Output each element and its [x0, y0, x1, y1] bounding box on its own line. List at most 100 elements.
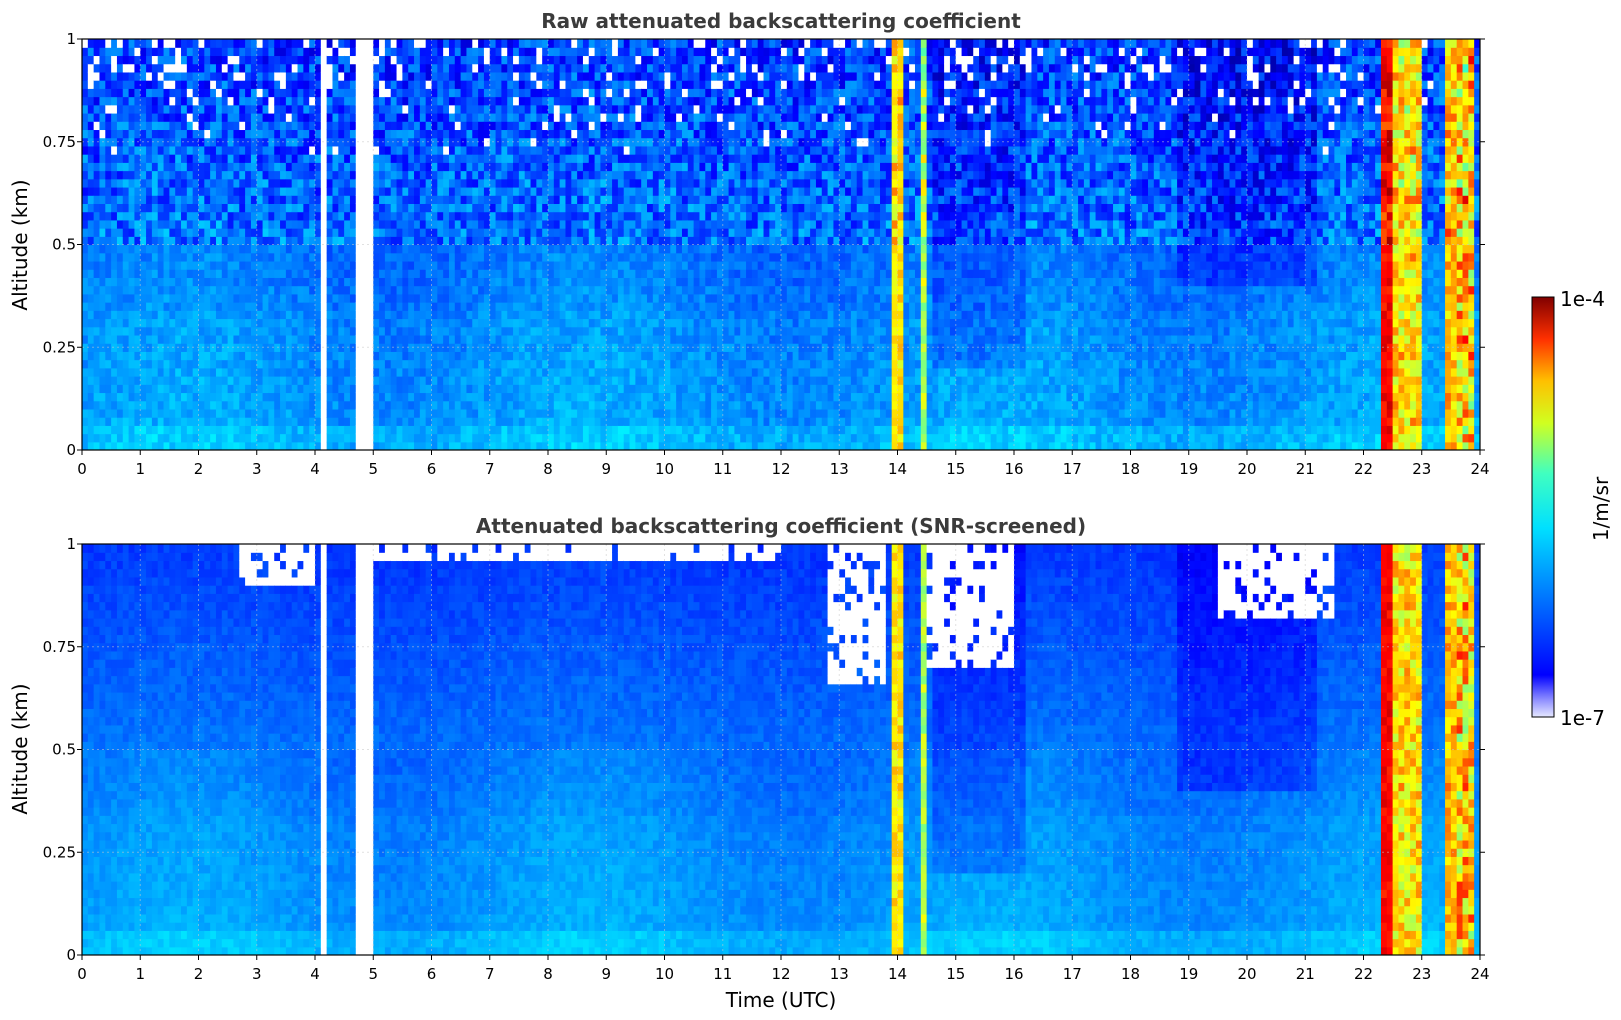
heatmap-cell [431, 285, 438, 295]
heatmap-cell [116, 408, 124, 418]
heatmap-cell [594, 104, 602, 114]
heatmap-cell [536, 376, 543, 385]
heatmap-cell [402, 80, 409, 89]
heatmap-cell [565, 269, 572, 278]
heatmap-cell [571, 112, 578, 122]
heatmap-cell [408, 39, 415, 48]
heatmap-cell [518, 39, 526, 48]
heatmap-cell [116, 211, 124, 221]
heatmap-cell [140, 55, 147, 65]
heatmap-cell [163, 359, 170, 369]
heatmap-cell [577, 228, 584, 237]
heatmap-cell [507, 425, 514, 435]
heatmap-cell [617, 211, 625, 221]
heatmap-cell [396, 178, 403, 188]
heatmap-cell [82, 145, 89, 155]
heatmap-cell [530, 236, 537, 246]
heatmap-cell [454, 417, 462, 426]
heatmap-cell [606, 441, 613, 450]
heatmap-cell [396, 104, 403, 114]
heatmap-cell [297, 343, 304, 352]
heatmap-cell [612, 326, 619, 336]
heatmap-cell [315, 310, 322, 320]
heatmap-cell [384, 162, 392, 172]
heatmap-cell [250, 195, 258, 204]
heatmap-cell [210, 162, 217, 172]
heatmap-cell [210, 104, 217, 114]
heatmap-cell [408, 441, 415, 450]
heatmap-cell [303, 178, 310, 188]
heatmap-cell [186, 162, 194, 172]
heatmap-cell [344, 252, 351, 262]
heatmap-cell [553, 162, 561, 172]
heatmap-cell [93, 154, 101, 163]
heatmap-cell [320, 96, 328, 106]
heatmap-cell [623, 47, 631, 57]
heatmap-cell [408, 104, 415, 114]
heatmap-cell [396, 186, 403, 196]
heatmap-cell [559, 236, 567, 246]
heatmap-cell [198, 425, 205, 435]
heatmap-cell [454, 260, 462, 270]
heatmap-cell [571, 384, 578, 394]
heatmap-cell [373, 63, 380, 73]
heatmap-cell [373, 162, 380, 172]
heatmap-cell [186, 318, 194, 328]
heatmap-cell [507, 260, 514, 270]
heatmap-cell [198, 186, 205, 196]
heatmap-cell [647, 400, 654, 410]
heatmap-cell [425, 71, 433, 81]
heatmap-cell [582, 63, 590, 73]
heatmap-cell [390, 47, 398, 57]
heatmap-cell [617, 129, 625, 139]
heatmap-cell [315, 178, 322, 188]
heatmap-cell [472, 302, 479, 311]
heatmap-cell [582, 392, 590, 402]
heatmap-cell [215, 104, 223, 114]
heatmap-cell [291, 63, 299, 73]
heatmap-cell [309, 392, 316, 402]
heatmap-cell [210, 88, 217, 98]
heatmap-cell [443, 154, 450, 163]
heatmap-cell [629, 104, 636, 114]
heatmap-cell [175, 236, 182, 246]
heatmap-cell [227, 96, 235, 106]
heatmap-cell [361, 121, 369, 131]
heatmap-cell [186, 71, 194, 81]
heatmap-cell [326, 96, 334, 106]
heatmap-cell [344, 203, 351, 213]
heatmap-cell [233, 80, 240, 89]
heatmap-cell [344, 310, 351, 320]
heatmap-cell [623, 96, 631, 106]
heatmap-cell [291, 408, 299, 418]
heatmap-cell [320, 425, 328, 435]
heatmap-cell [501, 293, 508, 303]
heatmap-cell [210, 244, 217, 254]
heatmap-cell [146, 277, 153, 287]
heatmap-cell [641, 277, 648, 287]
heatmap-cell [582, 80, 590, 89]
heatmap-cell [250, 154, 258, 163]
heatmap-cell [617, 104, 625, 114]
heatmap-cell [122, 425, 130, 435]
heatmap-cell [315, 55, 322, 65]
heatmap-cell [146, 80, 153, 89]
heatmap-cell [291, 392, 299, 402]
heatmap-cell [408, 112, 415, 122]
heatmap-cell [524, 96, 532, 106]
heatmap-cell [454, 359, 462, 369]
heatmap-cell [454, 326, 462, 336]
heatmap-cell [658, 384, 666, 394]
heatmap-cell [647, 162, 654, 172]
heatmap-cell [163, 269, 170, 278]
heatmap-cell [326, 269, 334, 278]
heatmap-cell [553, 228, 561, 237]
heatmap-cell [280, 252, 287, 262]
heatmap-cell [315, 121, 322, 131]
heatmap-cell [588, 244, 596, 254]
heatmap-cell [111, 71, 118, 81]
heatmap-cell [431, 400, 438, 410]
heatmap-cell [472, 112, 479, 122]
heatmap-cell [402, 277, 409, 287]
heatmap-cell [478, 228, 485, 237]
